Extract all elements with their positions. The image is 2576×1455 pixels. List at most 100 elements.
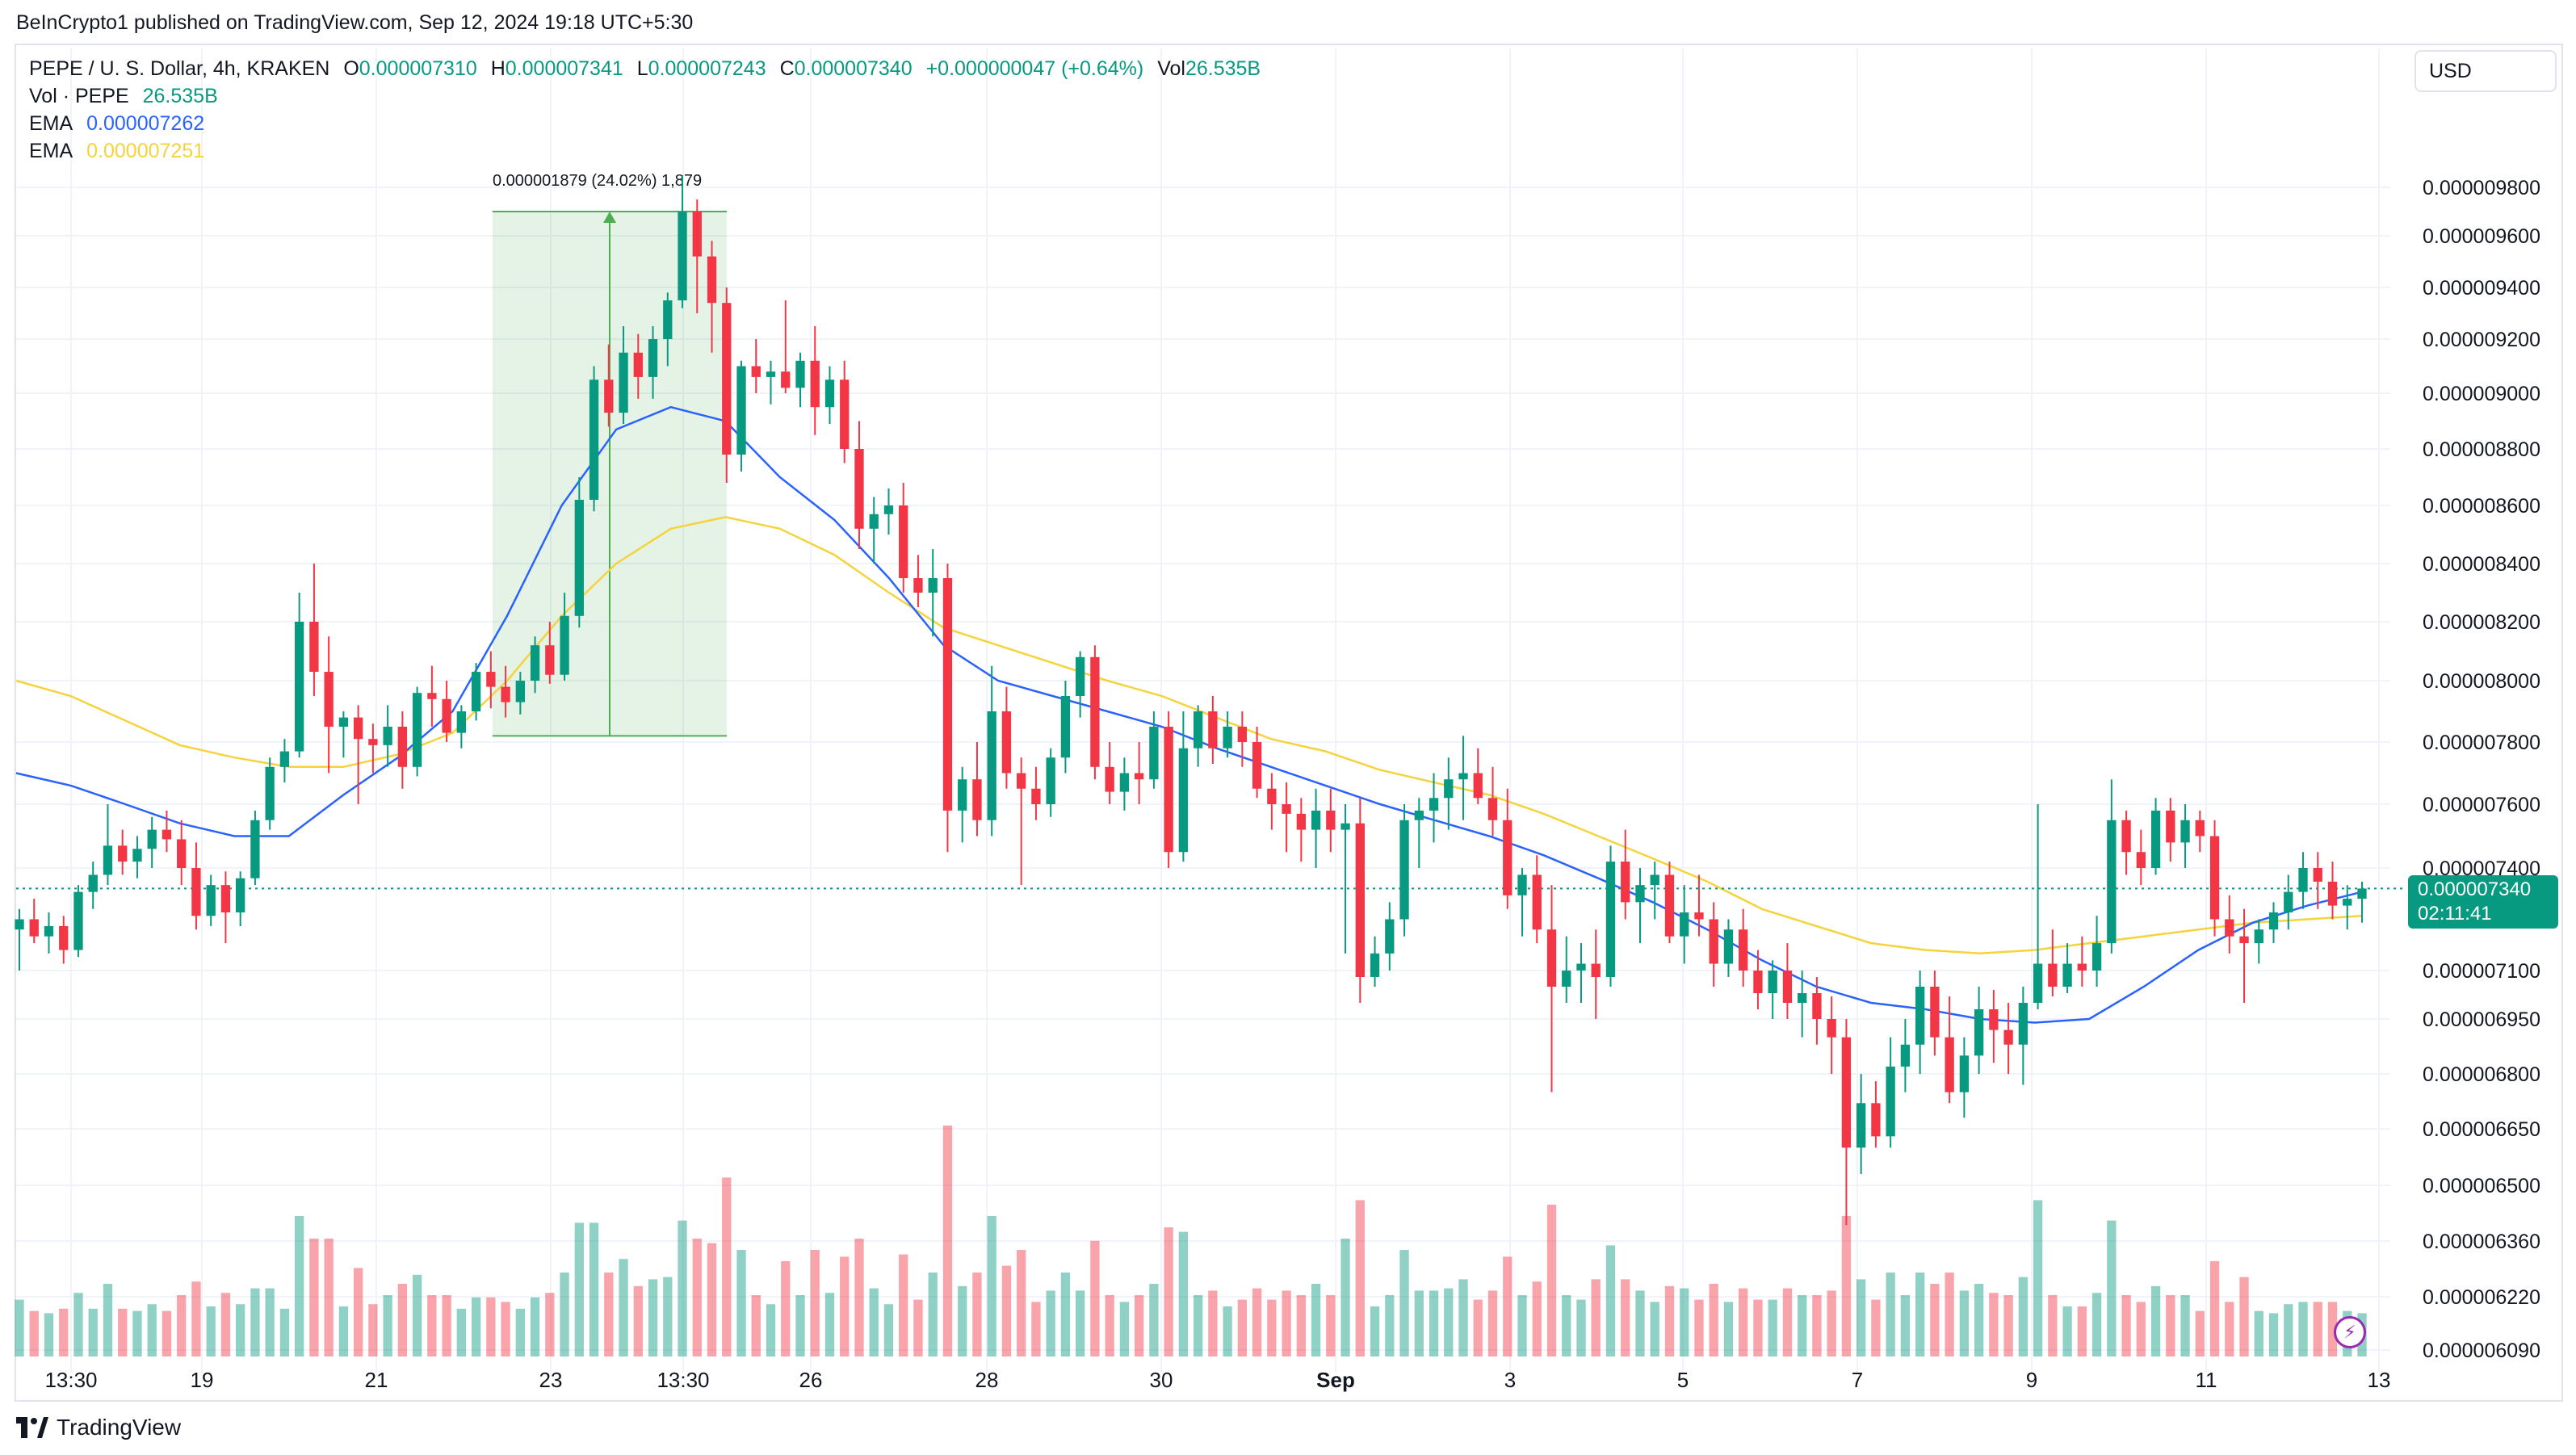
candle-body: [1119, 773, 1130, 792]
volume-bar: [1149, 1284, 1159, 1356]
volume-bar: [368, 1304, 378, 1356]
volume-bar: [1444, 1288, 1454, 1356]
candle: [73, 885, 83, 958]
volume-bar: [1017, 1250, 1026, 1356]
candle-body: [2062, 963, 2072, 987]
volume-bar: [1370, 1306, 1380, 1356]
volume-bar: [2327, 1302, 2338, 1356]
candle: [2062, 943, 2072, 993]
volume-bar: [1930, 1284, 1940, 1356]
candle-body: [88, 874, 98, 892]
volume-bar: [883, 1304, 894, 1356]
candle-body: [1399, 820, 1409, 920]
tradingview-logo-icon: [16, 1417, 48, 1438]
legend-volume-row[interactable]: Vol · PEPE 26.535B: [29, 82, 1261, 110]
candle-body: [781, 371, 791, 388]
volume-bar: [619, 1259, 628, 1356]
volume-bar: [2091, 1293, 2102, 1356]
volume-bar: [633, 1285, 643, 1356]
candle: [1798, 971, 1807, 1038]
candle-body: [1503, 820, 1512, 895]
volume-bar: [1753, 1299, 1763, 1356]
legend-ema-fast-row[interactable]: EMA 0.000007262: [29, 110, 1261, 137]
time-tick-label: 13: [2368, 1368, 2391, 1392]
candle-body: [442, 698, 451, 733]
volume-bar: [206, 1306, 216, 1356]
candle-body: [471, 672, 481, 711]
legend-symbol-row: PEPE / U. S. Dollar, 4h, KRAKEN O0.00000…: [29, 55, 1261, 82]
candle: [972, 742, 982, 837]
legend-ema-slow-row[interactable]: EMA 0.000007251: [29, 137, 1261, 165]
volume-bar: [1974, 1284, 1984, 1356]
candle-body: [2018, 1003, 2028, 1045]
volume-bar: [412, 1274, 422, 1356]
candle-body: [1223, 727, 1232, 748]
candle-body: [44, 925, 54, 937]
candle: [1576, 943, 1586, 1003]
candle-body: [1252, 742, 1262, 789]
candle-body: [751, 366, 761, 377]
volume-bar: [73, 1293, 83, 1356]
volume-bar: [1223, 1306, 1232, 1356]
candle-body: [574, 500, 584, 616]
candle: [648, 326, 658, 399]
volume-bar: [2062, 1306, 2072, 1356]
volume-bar: [191, 1281, 201, 1356]
candle: [1856, 1074, 1866, 1174]
volume-bar: [840, 1256, 850, 1356]
candle-body: [118, 845, 128, 862]
candle: [1841, 1019, 1852, 1226]
volume-bar: [2121, 1295, 2131, 1356]
candle-body: [1444, 779, 1454, 799]
volume-bar: [2209, 1261, 2220, 1356]
time-tick-label: 30: [1150, 1368, 1173, 1392]
currency-button[interactable]: USD: [2414, 50, 2557, 92]
legend-symbol[interactable]: PEPE / U. S. Dollar, 4h, KRAKEN: [29, 57, 330, 80]
candle-body: [1178, 748, 1189, 853]
tradingview-brand[interactable]: TradingView: [16, 1415, 181, 1440]
time-axis: 13:30 19 21 23 13:30 26 28 30 Sep 3 5 7 9 11 13: [44, 1368, 2390, 1392]
candle-body: [1076, 656, 1085, 696]
time-tick-label: 7: [1852, 1368, 1863, 1392]
candle-body: [177, 839, 187, 868]
volume-bar: [1429, 1290, 1439, 1356]
volume-bar: [1945, 1273, 1954, 1356]
price-tick-label: 0.000006500: [2423, 1175, 2540, 1197]
candle-body: [707, 256, 717, 304]
volume-bar: [1723, 1302, 1734, 1356]
legend-low-label: L: [636, 57, 648, 80]
candle-body: [59, 925, 69, 950]
candle-body: [1591, 963, 1601, 977]
candle-body: [1208, 711, 1218, 748]
volume-bar: [1989, 1293, 1999, 1356]
candle: [1458, 736, 1468, 820]
volume-bar: [574, 1222, 584, 1356]
volume-bar: [265, 1288, 275, 1356]
price-tick-label: 0.000009400: [2423, 277, 2540, 300]
candle: [958, 766, 967, 843]
candle: [132, 836, 142, 878]
candle-body: [1370, 953, 1380, 977]
candle: [1900, 1019, 1911, 1092]
candle: [2357, 881, 2367, 923]
candle: [44, 912, 54, 954]
candle-body: [1959, 1055, 1970, 1092]
candle: [1267, 773, 1277, 830]
candle-body: [1841, 1037, 1852, 1148]
volume-bar: [972, 1273, 982, 1356]
lightning-icon[interactable]: ⚡: [2334, 1316, 2366, 1348]
volume-bar: [1164, 1227, 1173, 1356]
candle-body: [2209, 836, 2220, 920]
candle: [678, 175, 687, 308]
volume-bar: [1532, 1281, 1542, 1356]
candle-body: [604, 379, 614, 413]
candle: [1429, 773, 1439, 843]
volume-bar: [781, 1261, 791, 1356]
volume-bar: [220, 1293, 231, 1356]
candle-body: [589, 379, 599, 500]
ema-fast-line: [15, 405, 2363, 1024]
price-tick-label: 0.000007600: [2423, 794, 2540, 816]
volume-bar: [2033, 1200, 2043, 1356]
legend-change: +0.000000047 (+0.64%): [925, 57, 1144, 80]
